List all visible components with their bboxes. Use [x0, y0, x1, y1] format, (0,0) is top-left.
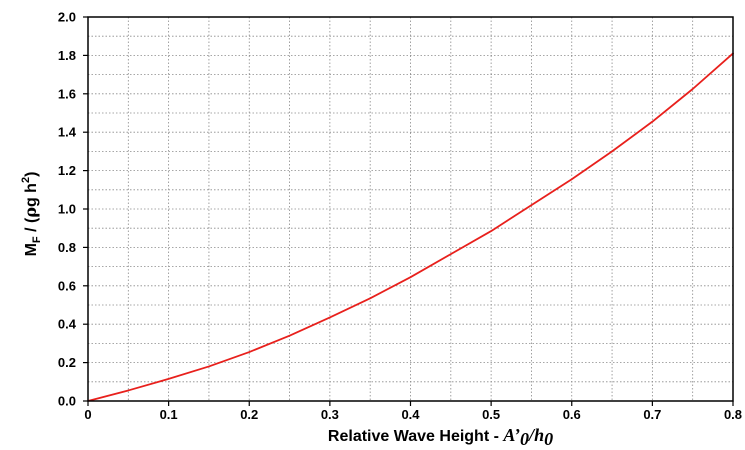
y-tick-label: 0.0: [58, 394, 76, 409]
tick-layer: [83, 16, 734, 406]
x-tick-label: 0.8: [724, 407, 742, 422]
x-tick-label: 0.2: [240, 407, 258, 422]
y-tick-label: 1.8: [58, 48, 76, 63]
x-tick-label: 0.4: [401, 407, 420, 422]
series-line: [87, 52, 734, 402]
y-tick-label: 1.6: [58, 86, 76, 101]
y-axis-label: MF / (ρg h2): [20, 172, 43, 257]
y-tick-label: 1.0: [58, 202, 76, 217]
y-tick-label: 0.4: [58, 317, 77, 332]
y-tick-label: 0.8: [58, 240, 76, 255]
y-tick-label: 0.6: [58, 278, 76, 293]
y-tick-label: 1.4: [58, 125, 77, 140]
x-tick-label: 0: [84, 407, 91, 422]
x-tick-label: 0.1: [160, 407, 178, 422]
x-tick-labels: 0 0.1 0.2 0.3 0.4 0.5 0.6 0.7 0.8: [84, 407, 742, 422]
x-tick-label: 0.7: [643, 407, 661, 422]
y-tick-label: 1.2: [58, 163, 76, 178]
y-tick-labels: 0.0 0.2 0.4 0.6 0.8 1.0 1.2 1.4 1.6 1.8 2.0: [58, 10, 77, 409]
x-axis-label: Relative Wave Height - A’0/h0: [328, 425, 553, 449]
x-tick-label: 0.6: [563, 407, 581, 422]
x-tick-label: 0.5: [482, 407, 500, 422]
grid: [88, 17, 733, 401]
x-tick-label: 0.3: [321, 407, 339, 422]
series-layer: [87, 52, 734, 402]
y-tick-label: 0.2: [58, 355, 76, 370]
y-tick-label: 2.0: [58, 10, 76, 25]
